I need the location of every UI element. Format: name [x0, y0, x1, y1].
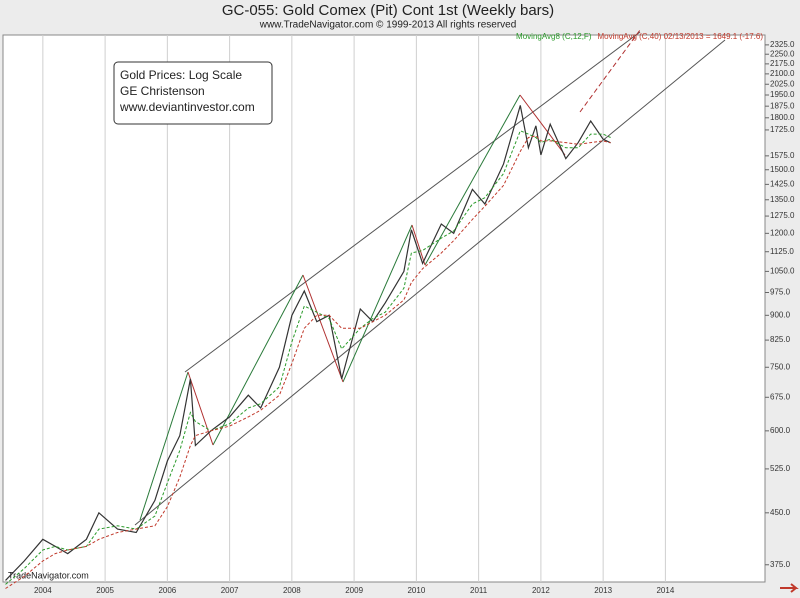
swing-line	[424, 94, 521, 266]
y-tick-label: 1425.0	[770, 179, 795, 188]
y-tick-label: 1200.0	[770, 228, 795, 237]
y-tick-label: 1950.0	[770, 90, 795, 99]
y-tick-label: 1050.0	[770, 266, 795, 275]
swing-line	[302, 274, 344, 383]
x-tick-label: 2013	[594, 586, 612, 595]
upper-channel	[184, 31, 641, 373]
y-tick-label: 525.0	[770, 464, 791, 473]
x-tick-label: 2011	[470, 586, 488, 595]
annotation-box	[113, 61, 273, 125]
annotation: www.deviantinvestor.com	[119, 100, 255, 114]
swing-line	[139, 371, 189, 521]
y-tick-label: 600.0	[770, 426, 791, 435]
grid	[42, 35, 666, 582]
x-tick-label: 2012	[532, 586, 550, 595]
y-tick-label: 1125.0	[770, 247, 794, 256]
x-tick-label: 2010	[407, 586, 425, 595]
source: TradeNavigator.com	[8, 570, 89, 580]
x-tick-label: 2005	[96, 586, 114, 595]
plot-area	[2, 34, 766, 583]
y-tick-label: 450.0	[770, 508, 791, 517]
y-tick-label: 1725.0	[770, 125, 795, 134]
trend-lines	[134, 29, 726, 526]
y-tick-label: 900.0	[770, 310, 791, 319]
moving-average	[5, 135, 611, 589]
swing-line	[411, 224, 426, 266]
y-tick-label: 1350.0	[770, 195, 795, 204]
legend-entry: MovingAvg8 (C,12,F)	[516, 32, 592, 41]
y-tick-label: 2250.0	[770, 49, 795, 58]
legend-entry: MovingAvg (C,40) 02/13/2013 = 1649.1 (-1…	[597, 32, 763, 41]
swing-line	[212, 274, 304, 446]
chart-title: GC-055: Gold Comex (Pit) Cont 1st (Weekl…	[222, 2, 554, 19]
y-tick-label: 2325.0	[770, 40, 795, 49]
swing-line	[519, 94, 566, 156]
y-tick-label: 1275.0	[770, 211, 795, 220]
annotation: GE Christenson	[120, 84, 205, 98]
y-tick-label: 1800.0	[770, 113, 795, 122]
nav-arrow[interactable]	[780, 583, 799, 593]
y-tick-label: 975.0	[770, 288, 791, 297]
y-tick-label: 1575.0	[770, 151, 795, 160]
y-tick-label: 1875.0	[770, 101, 795, 110]
x-tick-label: 2009	[345, 586, 363, 595]
projection-line	[579, 29, 641, 113]
swing-line	[342, 224, 413, 383]
x-tick-label: 2007	[221, 586, 239, 595]
lower-channel	[134, 39, 726, 526]
moving-average	[5, 130, 611, 585]
y-tick-label: 750.0	[770, 362, 791, 371]
x-tick-label: 2014	[656, 586, 674, 595]
y-tick-label: 2175.0	[770, 59, 795, 68]
chart-subtitle: www.TradeNavigator.com © 1999-2013 All r…	[259, 20, 517, 31]
y-tick-label: 825.0	[770, 335, 791, 344]
x-tick-label: 2004	[34, 586, 52, 595]
x-tick-label: 2006	[158, 586, 176, 595]
y-tick-label: 2025.0	[770, 79, 795, 88]
y-tick-label: 2100.0	[770, 69, 795, 78]
y-tick-label: 1500.0	[770, 165, 795, 174]
x-tick-label: 2008	[283, 586, 301, 595]
y-tick-label: 675.0	[770, 392, 791, 401]
annotation: Gold Prices: Log Scale	[120, 68, 242, 82]
y-tick-label: 375.0	[770, 560, 791, 569]
